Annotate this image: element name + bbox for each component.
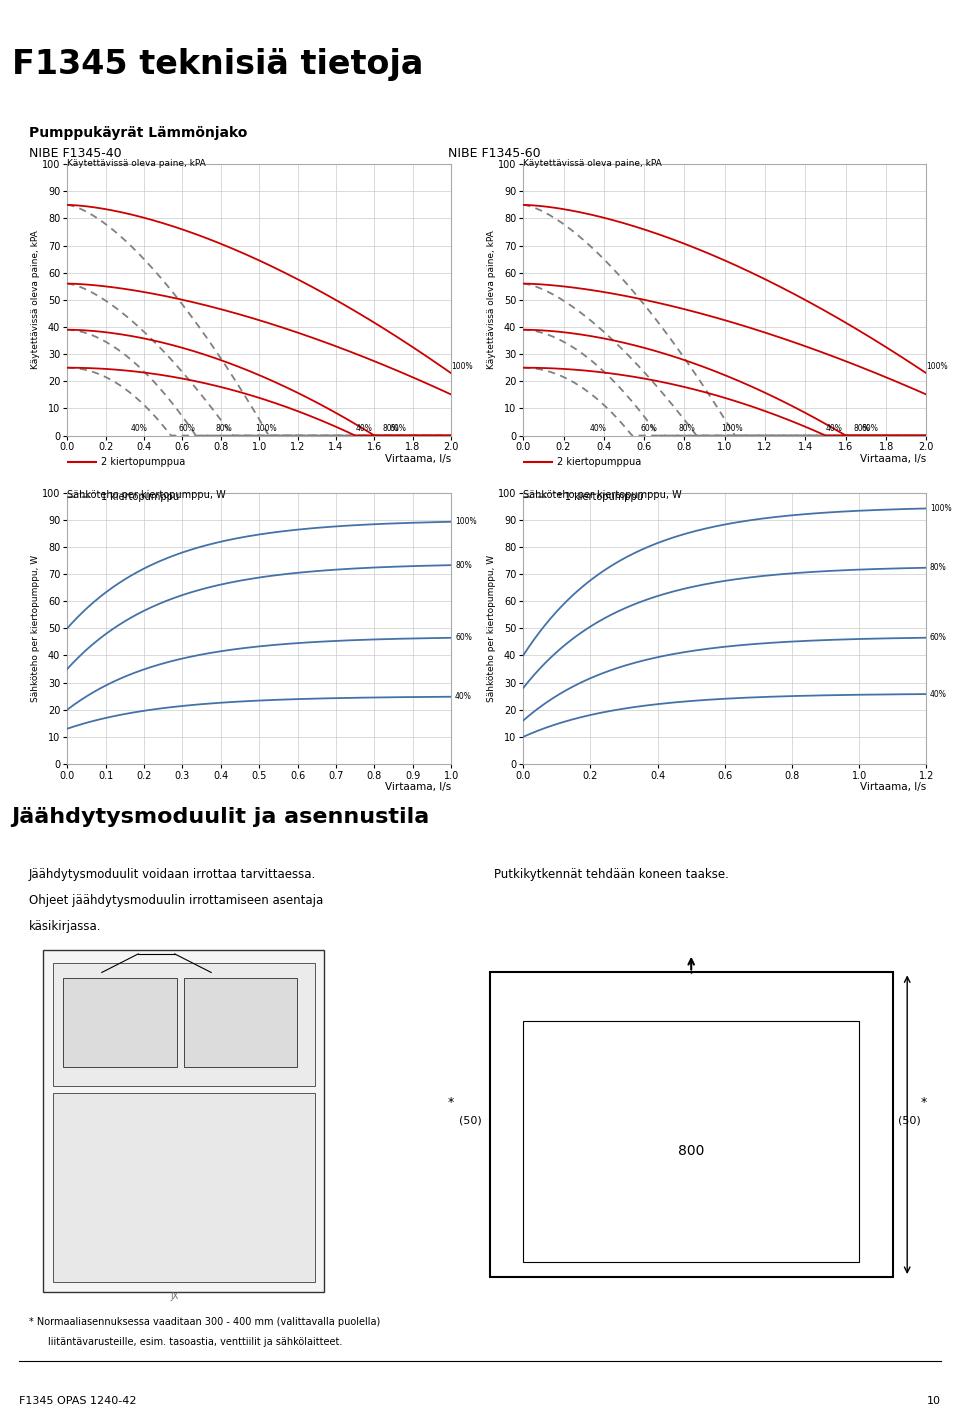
Text: 2 kiertopumppua: 2 kiertopumppua xyxy=(557,457,641,467)
Text: *: * xyxy=(921,1095,927,1110)
Text: 80%: 80% xyxy=(455,561,471,570)
Text: (50): (50) xyxy=(459,1115,482,1127)
FancyBboxPatch shape xyxy=(53,1094,315,1282)
Text: 60%: 60% xyxy=(640,424,657,433)
Text: 80%: 80% xyxy=(930,563,947,573)
Text: 1 kiertopumppu: 1 kiertopumppu xyxy=(101,493,179,503)
X-axis label: Virtaama, l/s: Virtaama, l/s xyxy=(385,454,451,464)
Text: 2 kiertopumppua: 2 kiertopumppua xyxy=(101,457,185,467)
Text: 80%: 80% xyxy=(853,424,871,433)
FancyBboxPatch shape xyxy=(490,972,893,1277)
Text: 60%: 60% xyxy=(179,424,196,433)
Text: 40%: 40% xyxy=(826,424,843,433)
Text: Pumppukäyrät Lämmönjako: Pumppukäyrät Lämmönjako xyxy=(29,126,247,140)
Text: 80%: 80% xyxy=(215,424,231,433)
X-axis label: Virtaama, l/s: Virtaama, l/s xyxy=(860,454,926,464)
Y-axis label: Sähköteho per kiertopumppu, W: Sähköteho per kiertopumppu, W xyxy=(488,554,496,703)
Text: *: * xyxy=(448,1095,454,1110)
Text: 10: 10 xyxy=(926,1395,941,1405)
Text: 100%: 100% xyxy=(255,424,277,433)
Text: Jäähdytysmoduulit voidaan irrottaa tarvittaessa.: Jäähdytysmoduulit voidaan irrottaa tarvi… xyxy=(29,868,316,881)
Text: 60%: 60% xyxy=(390,424,407,433)
Text: F1345 OPAS 1240-42: F1345 OPAS 1240-42 xyxy=(19,1395,136,1405)
Text: * 1 kiertopumppu: * 1 kiertopumppu xyxy=(557,493,643,503)
Text: Sähköteho per kiertopumppu, W: Sähköteho per kiertopumppu, W xyxy=(67,490,226,500)
Text: 60%: 60% xyxy=(455,633,472,643)
Text: Sähköteho per kiertopumppu, W: Sähköteho per kiertopumppu, W xyxy=(523,490,682,500)
Text: 100%: 100% xyxy=(926,361,948,371)
Text: 40%: 40% xyxy=(131,424,148,433)
Text: 40%: 40% xyxy=(589,424,607,433)
Text: JX: JX xyxy=(171,1292,179,1301)
Text: Käytettävissä oleva paine, kPA: Käytettävissä oleva paine, kPA xyxy=(523,159,662,167)
Text: Ohjeet jäähdytysmoduulin irrottamiseen asentaja: Ohjeet jäähdytysmoduulin irrottamiseen a… xyxy=(29,894,324,907)
FancyBboxPatch shape xyxy=(63,978,177,1067)
Text: NIBE F1345-40: NIBE F1345-40 xyxy=(29,147,121,160)
Text: 80%: 80% xyxy=(679,424,695,433)
Text: 80%: 80% xyxy=(382,424,398,433)
Text: 40%: 40% xyxy=(355,424,372,433)
Text: Putkikytkennät tehdään koneen taakse.: Putkikytkennät tehdään koneen taakse. xyxy=(494,868,730,881)
Text: NIBE F1345-60: NIBE F1345-60 xyxy=(448,147,540,160)
Text: * Normaaliasennuksessa vaaditaan 300 - 400 mm (valittavalla puolella): * Normaaliasennuksessa vaaditaan 300 - 4… xyxy=(29,1317,380,1327)
Text: Käytettävissä oleva paine, kPA: Käytettävissä oleva paine, kPA xyxy=(67,159,206,167)
FancyBboxPatch shape xyxy=(53,962,315,1085)
Text: liitäntävarusteille, esim. tasoastia, venttiilit ja sähkölaitteet.: liitäntävarusteille, esim. tasoastia, ve… xyxy=(48,1337,343,1347)
X-axis label: Virtaama, l/s: Virtaama, l/s xyxy=(385,783,451,793)
FancyBboxPatch shape xyxy=(43,950,324,1292)
Text: 60%: 60% xyxy=(930,633,947,643)
X-axis label: Virtaama, l/s: Virtaama, l/s xyxy=(860,783,926,793)
Text: F1345 teknisiä tietoja: F1345 teknisiä tietoja xyxy=(12,49,423,81)
FancyBboxPatch shape xyxy=(523,1021,859,1262)
Text: 40%: 40% xyxy=(455,693,472,701)
Text: käsikirjassa.: käsikirjassa. xyxy=(29,920,102,932)
FancyBboxPatch shape xyxy=(184,978,297,1067)
Text: 100%: 100% xyxy=(930,504,951,513)
Text: 40%: 40% xyxy=(930,690,947,698)
Y-axis label: Käytettävissä oleva paine, kPA: Käytettävissä oleva paine, kPA xyxy=(32,230,40,370)
Text: 100%: 100% xyxy=(721,424,742,433)
Text: (50): (50) xyxy=(899,1115,921,1127)
Text: 60%: 60% xyxy=(862,424,878,433)
Y-axis label: Käytettävissä oleva paine, kPA: Käytettävissä oleva paine, kPA xyxy=(488,230,496,370)
Text: 800: 800 xyxy=(678,1144,705,1158)
Text: 100%: 100% xyxy=(455,517,477,527)
Y-axis label: Sähköteho per kiertopumppu, W: Sähköteho per kiertopumppu, W xyxy=(32,554,40,703)
Text: Jäähdytysmoduulit ja asennustila: Jäähdytysmoduulit ja asennustila xyxy=(12,807,430,827)
Text: 100%: 100% xyxy=(451,361,473,371)
